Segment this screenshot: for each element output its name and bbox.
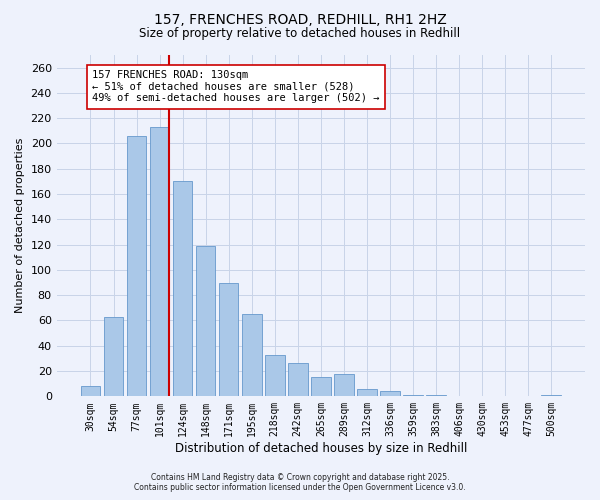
Bar [242,314,262,396]
Bar [150,127,169,396]
Bar [288,364,308,396]
Bar [219,282,238,397]
Bar [80,386,100,396]
Text: Contains HM Land Registry data © Crown copyright and database right 2025.
Contai: Contains HM Land Registry data © Crown c… [134,473,466,492]
Bar [196,246,215,396]
Bar [104,316,123,396]
Text: 157, FRENCHES ROAD, REDHILL, RH1 2HZ: 157, FRENCHES ROAD, REDHILL, RH1 2HZ [154,12,446,26]
Bar [265,354,284,397]
Bar [380,392,400,396]
Bar [173,182,193,396]
Text: 157 FRENCHES ROAD: 130sqm
← 51% of detached houses are smaller (528)
49% of semi: 157 FRENCHES ROAD: 130sqm ← 51% of detac… [92,70,380,103]
Bar [403,395,423,396]
Bar [127,136,146,396]
Bar [334,374,353,396]
Text: Size of property relative to detached houses in Redhill: Size of property relative to detached ho… [139,28,461,40]
Y-axis label: Number of detached properties: Number of detached properties [15,138,25,314]
X-axis label: Distribution of detached houses by size in Redhill: Distribution of detached houses by size … [175,442,467,455]
Bar [357,388,377,396]
Bar [541,395,561,396]
Bar [311,378,331,396]
Bar [426,395,446,396]
